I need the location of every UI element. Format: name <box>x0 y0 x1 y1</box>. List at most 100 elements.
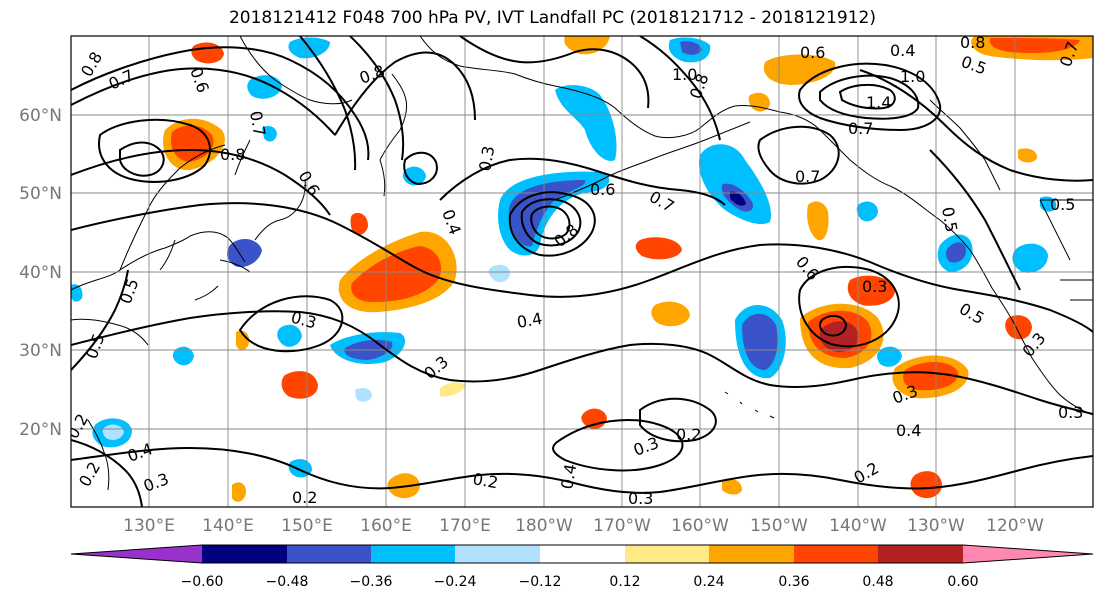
contour-0.8-north <box>71 51 476 136</box>
fill-neg-155e-62n <box>247 75 282 99</box>
colorbar-segment <box>794 545 878 563</box>
map-title: 2018121412 F048 700 hPa PV, IVT Landfall… <box>228 8 876 28</box>
contour-label: 0.2 <box>292 488 317 507</box>
fill-neg-150e-55n <box>262 126 277 142</box>
fill-pos-120w-30n <box>1005 315 1032 340</box>
contour-0.6-mid <box>71 148 331 216</box>
contour-label: 0.3 <box>1058 403 1083 422</box>
contour-0.4-belt <box>71 202 1093 333</box>
map-layers: 0.8 0.7 0.6 0.8 0.7 0.8 0.6 0.3 0.4 0.6 … <box>71 33 1093 507</box>
colorbar-tick: 0.24 <box>693 574 724 590</box>
lat-label-50n: 50°N <box>19 184 62 204</box>
colorbar-tick: −0.24 <box>434 574 477 590</box>
fill-pos-1020-150 <box>1018 148 1038 163</box>
lon-label: 160°E <box>360 516 412 536</box>
colorbar-tick: −0.60 <box>181 574 224 590</box>
fill-pos-165e-25n <box>281 371 318 399</box>
contour-1.0-low <box>520 198 582 247</box>
fill-neg-130w-41n-core <box>945 242 966 263</box>
fill-neg-155e-33n <box>277 324 302 347</box>
colorbar-segment <box>540 545 625 563</box>
colorbar-outline <box>70 544 1094 564</box>
colorbar-tick: 0.12 <box>609 574 640 590</box>
contour-inner-low <box>530 205 571 240</box>
contour-0.3-loop <box>238 295 344 353</box>
fill-neg-150w-48n-darkest <box>730 191 746 206</box>
colorbar-segment <box>287 545 371 563</box>
contour-0.7-alaska <box>757 125 840 185</box>
country-borders <box>1039 199 1093 301</box>
fill-neg-120e-20n-light <box>102 424 124 440</box>
fill-pos-160w-60n <box>763 54 836 85</box>
contour-label: 0.5 <box>938 205 961 233</box>
lon-label: 170°W <box>593 516 651 536</box>
contour-0.5-east <box>929 149 1021 291</box>
colorbar-extend-min <box>71 545 202 563</box>
fill-pos-150w-55n <box>748 92 770 112</box>
fill-pos-135w-40n <box>847 275 895 306</box>
contour-0.8-alaska-low <box>798 62 942 132</box>
fill-pos-west-pacific-40n-core <box>351 246 442 303</box>
contour-label: 0.6 <box>590 180 615 199</box>
fill-pos-440-385 <box>440 382 466 397</box>
contour-0.2-south <box>71 446 1093 494</box>
contour-label: 0.3 <box>862 277 887 296</box>
fill-pos-130w-12n <box>910 471 942 499</box>
colorbar-tick-labels: −0.60 −0.48 −0.36 −0.24 −0.12 0.12 0.24 … <box>181 574 979 590</box>
longitude-axis: 130°E 140°E 150°E 160°E 170°E 180°W 170°… <box>123 516 1044 536</box>
contour-label: 1.0 <box>672 65 697 84</box>
fill-pos-175w-40n <box>635 237 682 260</box>
contour-label: 0.5 <box>1050 195 1075 214</box>
fill-pos-northeast-corner-core <box>989 38 1080 54</box>
lon-label: 150°W <box>750 516 808 536</box>
lon-label: 160°W <box>671 516 729 536</box>
colorbar-segment <box>625 545 709 563</box>
contour-0.3-inner-loop <box>639 397 717 443</box>
fill-neg-145e-50n <box>402 166 426 186</box>
contour-0.8-north3 <box>349 36 405 161</box>
colorbar-extend-max <box>963 545 1093 563</box>
fill-neg-160w-67n-core <box>680 41 702 55</box>
contour-1.0-alaska-low <box>819 74 920 120</box>
contour-label: 0.7 <box>795 167 820 186</box>
contour-label: 0.4 <box>896 421 921 440</box>
contour-0.6-wave <box>439 157 726 206</box>
colorbar-tick: −0.12 <box>519 574 562 590</box>
fill-pos-145e-33n <box>236 330 250 350</box>
fill-neg-180-40n <box>488 264 510 283</box>
contour-label: 1.4 <box>866 93 891 112</box>
contour-0.7-west <box>71 46 370 161</box>
contour-0.2-loop <box>552 419 684 472</box>
fill-pos-140e-10n <box>232 482 246 502</box>
contour-label: 0.6 <box>800 43 825 62</box>
colorbar: −0.60 −0.48 −0.36 −0.24 −0.12 0.12 0.24 … <box>70 544 1094 590</box>
contour-0.3-hook <box>818 314 848 337</box>
colorbar-segment <box>455 545 540 563</box>
fill-neg-170e-28n <box>355 388 372 402</box>
colorbar-tick: −0.36 <box>350 574 393 590</box>
coast-north-america <box>889 99 1093 416</box>
contour-label: 0.8 <box>960 33 985 52</box>
contour-0.6-north-ridge <box>459 36 650 109</box>
contour-0.7-west-inner <box>119 141 165 177</box>
contour-label: 0.7 <box>246 109 269 137</box>
contour-label: 1.0 <box>900 67 925 86</box>
lat-label-20n: 20°N <box>19 420 62 440</box>
fill-pos-130w-27n-core <box>903 362 959 391</box>
contour-circle-50n <box>403 151 438 186</box>
coast-hawaii <box>724 391 775 419</box>
lat-label-30n: 30°N <box>19 341 62 361</box>
fill-pos-145w-48n <box>807 201 829 241</box>
colorbar-segment <box>709 545 794 563</box>
contour-label: 0.4 <box>515 309 543 332</box>
fill-neg-140e-38n <box>227 238 262 268</box>
contour-label: 0.3 <box>475 144 498 172</box>
contour-label: 0.4 <box>557 462 580 490</box>
fill-pos-155e-45n <box>350 212 368 235</box>
lon-label: 180°W <box>515 516 573 536</box>
lon-label: 130°W <box>907 516 965 536</box>
coast-asia <box>71 144 246 346</box>
colorbar-segments <box>70 544 1094 564</box>
contour-1.4-alaska-low <box>838 84 896 110</box>
